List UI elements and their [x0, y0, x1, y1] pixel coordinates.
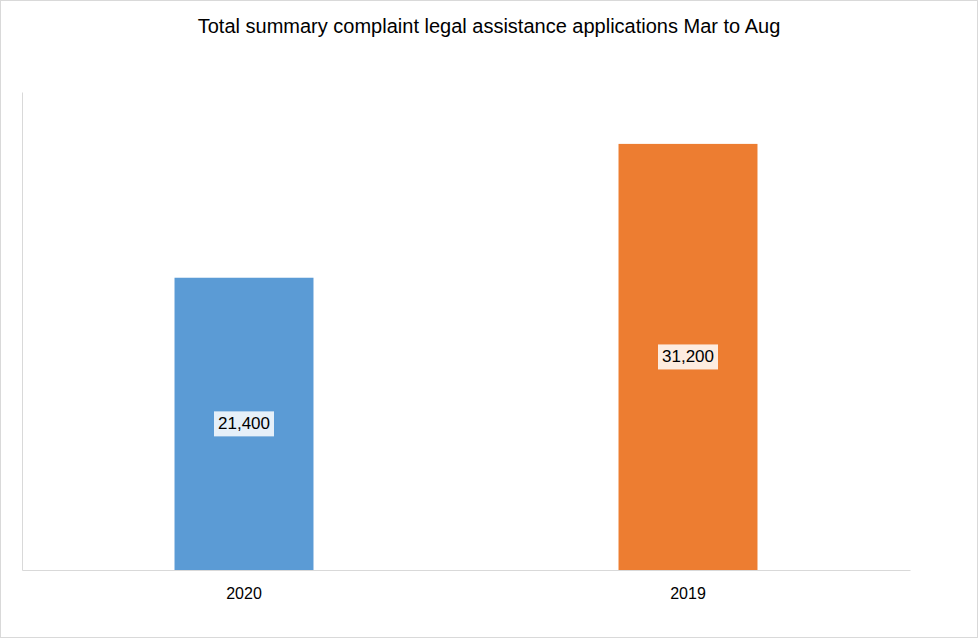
y-axis: [22, 93, 23, 571]
x-tick-label: 2020: [226, 585, 262, 602]
chart-title: Total summary complaint legal assistance…: [198, 15, 781, 37]
data-label-text: 21,400: [218, 414, 270, 433]
bar: [175, 278, 314, 570]
bars: [175, 144, 758, 570]
chart-container: Total summary complaint legal assistance…: [0, 0, 978, 638]
data-labels: 21,400 31,200: [214, 344, 718, 436]
x-axis: 2020 2019: [23, 571, 911, 603]
chart-background: [1, 1, 978, 638]
data-label-box: [658, 344, 718, 369]
data-label-text: 31,200: [662, 347, 714, 366]
data-label: 21,400: [214, 411, 274, 436]
data-label: 31,200: [658, 344, 718, 369]
x-tick: 2019: [670, 585, 706, 602]
x-tick: 2020: [226, 585, 262, 602]
chart-svg: Total summary complaint legal assistance…: [0, 0, 978, 638]
data-label-box: [214, 411, 274, 436]
y-axis-line: [22, 93, 23, 571]
x-axis-line: [23, 570, 911, 571]
bar: [619, 144, 758, 570]
x-tick-label: 2019: [670, 585, 706, 602]
